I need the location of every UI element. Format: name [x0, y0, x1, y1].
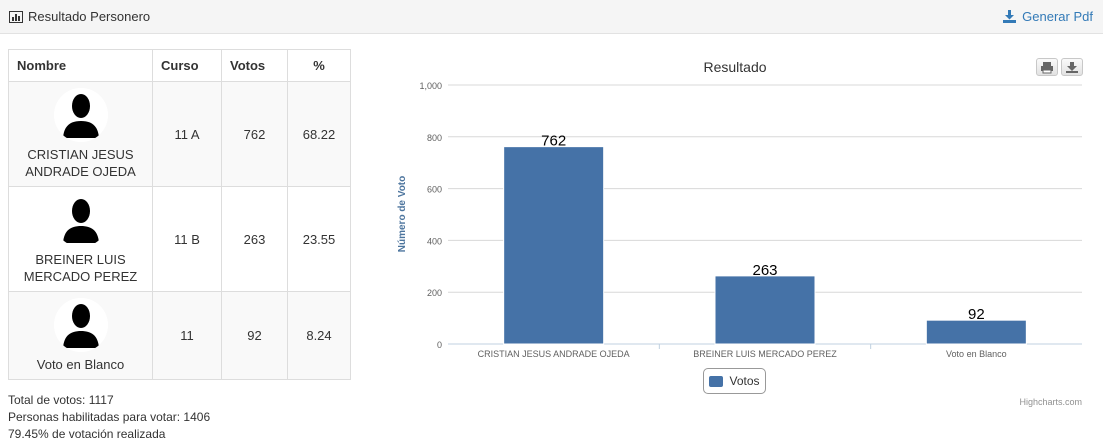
person-silhouette-icon [53, 88, 108, 142]
chart-title: Resultado [703, 59, 766, 75]
data-label: 263 [752, 262, 777, 279]
y-axis-title: Número de Voto [397, 176, 408, 252]
candidate-cell: CRISTIAN JESUS ANDRADE OJEDA [8, 81, 153, 187]
y-tick-label: 800 [427, 133, 442, 143]
panel-title: Resultado Personero [9, 9, 150, 24]
chart-legend: Votos [703, 368, 766, 394]
curso-cell: 11 B [152, 186, 222, 292]
candidate-cell: BREINER LUIS MERCADO PEREZ [8, 186, 153, 292]
results-chart: Resultado Número de Voto 0 200 400 600 800 1,… [392, 52, 1092, 412]
votos-cell: 92 [221, 291, 288, 380]
bar[interactable] [503, 146, 605, 345]
table-row: Voto en Blanco 11 92 8.24 [8, 291, 351, 380]
bar[interactable] [925, 319, 1027, 345]
total-votes-text: Total de votos: 1117 [8, 393, 114, 407]
column-header-votos: Votos [221, 49, 288, 82]
candidate-cell: Voto en Blanco [8, 291, 153, 380]
candidate-name: Voto en Blanco [36, 357, 125, 372]
legend-swatch [709, 375, 724, 387]
eligible-voters-text: Personas habilitadas para votar: 1406 [8, 410, 211, 424]
column-header-nombre: Nombre [8, 49, 153, 82]
table-header-row: Nombre Curso Votos % [8, 49, 351, 82]
page-header: Resultado Personero Generar Pdf [0, 0, 1103, 34]
y-tick-label: 400 [427, 236, 442, 246]
y-axis-ticks: 0 200 400 600 800 1,000 [419, 81, 442, 350]
percent-cell: 23.55 [287, 186, 351, 292]
curso-cell: 11 [152, 291, 222, 380]
column-header-curso: Curso [152, 49, 222, 82]
results-table: Nombre Curso Votos % CRISTIAN JESUS ANDR… [8, 49, 351, 380]
panel-title-text: Resultado Personero [28, 9, 151, 24]
y-tick-label: 0 [437, 340, 442, 350]
legend-item-votos[interactable]: Votos [729, 374, 760, 388]
candidate-name: CRISTIAN JESUS ANDRADE OJEDA [25, 147, 136, 179]
bar[interactable] [714, 275, 816, 345]
turnout-text: 79.45% de votación realizada [8, 427, 166, 441]
print-chart-button[interactable] [1036, 58, 1058, 76]
table-row: CRISTIAN JESUS ANDRADE OJEDA 11 A 762 68… [8, 81, 351, 187]
percent-cell: 8.24 [287, 291, 351, 380]
x-axis-labels: CRISTIAN JESUS ANDRADE OJEDA BREINER LUIS… [478, 349, 1007, 359]
x-tick-label: CRISTIAN JESUS ANDRADE OJEDA [478, 349, 630, 359]
y-tick-label: 200 [427, 288, 442, 298]
generate-pdf-button[interactable]: Generar Pdf [1003, 9, 1093, 24]
curso-cell: 11 A [152, 81, 222, 187]
person-silhouette-icon [53, 193, 108, 247]
chart-svg: Resultado Número de Voto 0 200 400 600 800 1,… [397, 59, 1082, 407]
x-tick-label: BREINER LUIS MERCADO PEREZ [693, 349, 837, 359]
download-icon [1003, 10, 1017, 23]
generate-pdf-label: Generar Pdf [1022, 9, 1093, 24]
percent-cell: 68.22 [287, 81, 351, 187]
export-chart-button[interactable] [1061, 58, 1083, 76]
chart-bars: 762 263 92 [503, 133, 1027, 345]
download-icon [1066, 62, 1078, 73]
data-label: 762 [541, 133, 566, 150]
table-row: BREINER LUIS MERCADO PEREZ 11 B 263 23.5… [8, 186, 351, 292]
votos-cell: 762 [221, 81, 288, 187]
y-tick-label: 1,000 [419, 81, 442, 91]
printer-icon [1041, 62, 1053, 74]
data-label: 92 [968, 306, 985, 323]
person-silhouette-icon [53, 298, 108, 352]
column-header-percent: % [287, 49, 351, 82]
votos-cell: 263 [221, 186, 288, 292]
vote-summary: Total de votos: 1117 Personas habilitada… [8, 392, 210, 443]
highcharts-credits[interactable]: Highcharts.com [1019, 397, 1082, 407]
candidate-name: BREINER LUIS MERCADO PEREZ [23, 252, 138, 284]
bar-chart-icon [9, 10, 23, 23]
x-tick-label: Voto en Blanco [946, 349, 1007, 359]
y-tick-label: 600 [427, 185, 442, 195]
